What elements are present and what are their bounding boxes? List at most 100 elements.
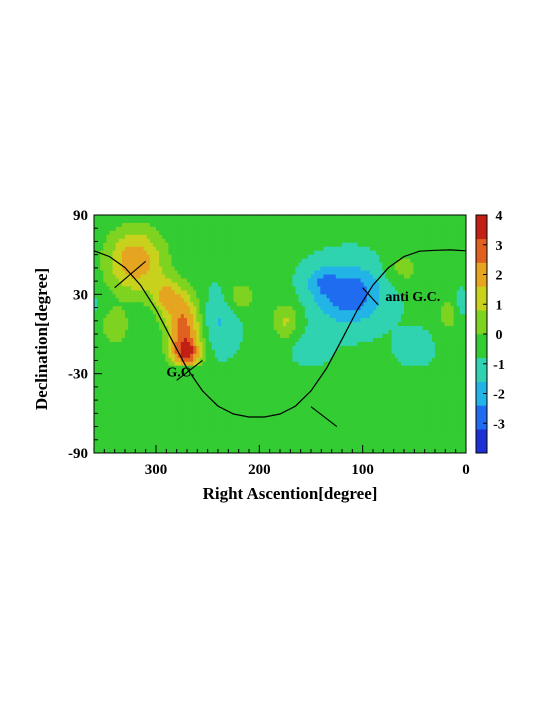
heatmap-cell: [416, 306, 420, 311]
heatmap-cell: [97, 270, 101, 275]
heatmap-cell: [156, 215, 160, 220]
heatmap-cell: [450, 314, 454, 319]
heatmap-cell: [304, 278, 309, 283]
heatmap-cell: [143, 330, 148, 335]
heatmap-cell: [286, 290, 290, 295]
heatmap-cell: [298, 322, 303, 327]
heatmap-cell: [357, 369, 361, 375]
heatmap-cell: [140, 337, 144, 343]
heatmap-cell: [100, 314, 104, 319]
heatmap-cell: [109, 215, 113, 220]
heatmap-cell: [146, 345, 151, 351]
heatmap-cell: [431, 258, 436, 263]
heatmap-cell: [394, 258, 399, 263]
heatmap-cell: [242, 278, 247, 283]
heatmap-cell: [348, 334, 352, 339]
heatmap-cell: [177, 262, 182, 267]
heatmap-cell: [301, 274, 306, 279]
heatmap-cell: [121, 314, 126, 319]
heatmap-cell: [196, 377, 200, 382]
heatmap-cell: [242, 294, 247, 299]
heatmap-cell: [431, 242, 436, 248]
heatmap-cell: [131, 318, 135, 323]
heatmap-cell: [187, 262, 191, 267]
heatmap-cell: [97, 254, 101, 259]
heatmap-cell: [348, 330, 352, 335]
heatmap-cell: [369, 341, 374, 347]
heatmap-cell: [118, 266, 123, 271]
heatmap-cell: [307, 306, 312, 311]
heatmap-cell: [199, 290, 203, 295]
heatmap-cell: [435, 322, 439, 327]
heatmap-cell: [363, 242, 368, 248]
heatmap-cell: [317, 230, 321, 236]
heatmap-cell: [295, 334, 299, 339]
heatmap-cell: [121, 310, 126, 315]
heatmap-cell: [106, 357, 110, 363]
heatmap-cell: [338, 341, 343, 347]
heatmap-cell: [159, 230, 163, 236]
heatmap-cell: [363, 274, 368, 279]
heatmap-cell: [249, 298, 253, 303]
heatmap-cell: [450, 266, 454, 271]
heatmap-cell: [459, 254, 464, 259]
heatmap-cell: [174, 226, 179, 232]
heatmap-cell: [416, 262, 420, 267]
heatmap-cell: [137, 222, 141, 228]
heatmap-cell: [348, 294, 352, 299]
heatmap-cell: [394, 262, 399, 267]
heatmap-cell: [211, 242, 216, 248]
heatmap-cell: [152, 226, 157, 232]
heatmap-cell: [311, 266, 315, 271]
heatmap-cell: [332, 270, 337, 275]
heatmap-cell: [112, 262, 117, 267]
heatmap-cell: [320, 310, 324, 315]
heatmap-cell: [400, 242, 405, 248]
heatmap-cell: [329, 306, 334, 311]
heatmap-cell: [193, 314, 197, 319]
heatmap-cell: [242, 234, 247, 240]
heatmap-cell: [270, 258, 275, 263]
heatmap-cell: [363, 286, 368, 291]
heatmap-cell: [208, 266, 213, 271]
heatmap-cell: [168, 330, 172, 335]
heatmap-cell: [100, 349, 104, 355]
heatmap-cell: [199, 218, 203, 224]
heatmap-cell: [435, 242, 439, 248]
heatmap-cell: [273, 222, 278, 228]
heatmap-cell: [382, 290, 386, 295]
heatmap-cell: [317, 310, 321, 315]
heatmap-cell: [366, 218, 371, 224]
heatmap-cell: [97, 230, 101, 236]
heatmap-cell: [397, 341, 402, 347]
heatmap-cell: [183, 361, 188, 367]
heatmap-cell: [239, 373, 244, 378]
heatmap-cell: [317, 290, 321, 295]
heatmap-cell: [363, 238, 368, 244]
heatmap-cell: [180, 365, 185, 371]
heatmap-cell: [431, 246, 436, 252]
heatmap-cell: [438, 298, 442, 303]
heatmap-cell: [342, 262, 346, 267]
heatmap-cell: [273, 270, 278, 275]
heatmap-cell: [94, 250, 98, 256]
heatmap-cell: [199, 334, 203, 339]
heatmap-cell: [397, 218, 402, 224]
heatmap-cell: [410, 353, 414, 359]
heatmap-cell: [128, 266, 132, 271]
heatmap-cell: [174, 286, 179, 291]
heatmap-cell: [366, 349, 371, 355]
heatmap-cell: [391, 274, 396, 279]
heatmap-cell: [450, 274, 454, 279]
heatmap-cell: [267, 286, 272, 291]
heatmap-cell: [301, 337, 306, 343]
heatmap-cell: [431, 270, 436, 275]
heatmap-cell: [202, 238, 206, 244]
heatmap-cell: [283, 306, 287, 311]
heatmap-cell: [112, 341, 117, 347]
heatmap-cell: [199, 357, 203, 363]
heatmap-cell: [224, 337, 228, 343]
heatmap-cell: [289, 334, 293, 339]
heatmap-cell: [425, 254, 430, 259]
heatmap-cell: [388, 349, 392, 355]
